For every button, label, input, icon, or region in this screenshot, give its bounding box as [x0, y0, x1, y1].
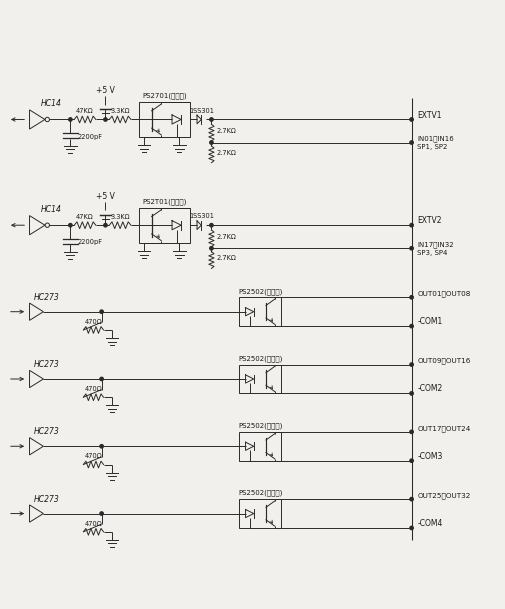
- Text: PS2502(相当品): PS2502(相当品): [237, 355, 282, 362]
- Circle shape: [99, 445, 103, 448]
- Text: 470Ω: 470Ω: [84, 453, 102, 459]
- Circle shape: [210, 224, 213, 227]
- Circle shape: [99, 378, 103, 381]
- Circle shape: [409, 430, 413, 434]
- Text: PS2502(相当品): PS2502(相当品): [237, 288, 282, 295]
- Bar: [238, 499, 281, 528]
- Text: PS2502(相当品): PS2502(相当品): [237, 423, 282, 429]
- Text: 2200pF: 2200pF: [77, 239, 102, 245]
- Circle shape: [69, 118, 72, 121]
- Circle shape: [104, 224, 107, 227]
- Text: OUT09～OUT16: OUT09～OUT16: [417, 357, 470, 364]
- Text: PS2502(相当品): PS2502(相当品): [237, 490, 282, 496]
- Bar: [238, 297, 281, 326]
- Text: +5 V: +5 V: [96, 192, 115, 201]
- Text: HC273: HC273: [33, 495, 59, 504]
- Text: HC273: HC273: [33, 360, 59, 369]
- Text: HC14: HC14: [40, 205, 62, 214]
- Bar: [238, 432, 281, 460]
- Circle shape: [409, 118, 413, 121]
- Text: IN01～IN16: IN01～IN16: [417, 136, 453, 143]
- Text: 47KΩ: 47KΩ: [76, 108, 93, 114]
- Text: HC14: HC14: [40, 99, 62, 108]
- Text: 47KΩ: 47KΩ: [76, 214, 93, 220]
- Text: -COM4: -COM4: [417, 519, 442, 528]
- Circle shape: [99, 512, 103, 515]
- Circle shape: [409, 392, 413, 395]
- Circle shape: [409, 498, 413, 501]
- Text: SP1, SP2: SP1, SP2: [417, 144, 447, 150]
- Text: 2200pF: 2200pF: [77, 134, 102, 139]
- Text: HC273: HC273: [33, 428, 59, 436]
- Text: EXTV2: EXTV2: [417, 216, 441, 225]
- Text: 470Ω: 470Ω: [84, 319, 102, 325]
- Bar: [139, 208, 189, 242]
- Text: 2.7KΩ: 2.7KΩ: [216, 234, 235, 240]
- Text: 2.7KΩ: 2.7KΩ: [216, 128, 235, 134]
- Circle shape: [409, 295, 413, 299]
- Text: PS2T01(相当品): PS2T01(相当品): [142, 198, 186, 205]
- Text: EXTV1: EXTV1: [417, 111, 441, 119]
- Circle shape: [210, 141, 213, 144]
- Text: OUT01～OUT08: OUT01～OUT08: [417, 290, 470, 297]
- Text: -COM2: -COM2: [417, 384, 442, 393]
- Text: 470Ω: 470Ω: [84, 386, 102, 392]
- Circle shape: [409, 247, 413, 250]
- Text: 470Ω: 470Ω: [84, 521, 102, 527]
- Text: +5 V: +5 V: [96, 86, 115, 95]
- Text: 2.7KΩ: 2.7KΩ: [216, 150, 235, 155]
- Text: HC273: HC273: [33, 293, 59, 301]
- Circle shape: [104, 118, 107, 121]
- Circle shape: [409, 526, 413, 530]
- Bar: [238, 365, 281, 393]
- Bar: [139, 102, 189, 137]
- Text: 3.3KΩ: 3.3KΩ: [110, 108, 129, 114]
- Text: 1SS301: 1SS301: [188, 214, 213, 219]
- Text: IN17～IN32: IN17～IN32: [417, 241, 453, 248]
- Circle shape: [210, 247, 213, 250]
- Text: 2.7KΩ: 2.7KΩ: [216, 255, 235, 261]
- Circle shape: [99, 310, 103, 314]
- Text: -COM1: -COM1: [417, 317, 442, 326]
- Text: 1SS301: 1SS301: [188, 108, 213, 114]
- Circle shape: [69, 224, 72, 227]
- Text: SP3, SP4: SP3, SP4: [417, 250, 447, 256]
- Circle shape: [210, 118, 213, 121]
- Circle shape: [409, 325, 413, 328]
- Circle shape: [409, 459, 413, 462]
- Circle shape: [409, 224, 413, 227]
- Text: OUT25～OUT32: OUT25～OUT32: [417, 492, 470, 499]
- Text: OUT17～OUT24: OUT17～OUT24: [417, 425, 470, 432]
- Text: -COM3: -COM3: [417, 452, 442, 461]
- Circle shape: [409, 363, 413, 366]
- Circle shape: [409, 141, 413, 144]
- Text: 3.3KΩ: 3.3KΩ: [110, 214, 129, 220]
- Text: PS2701(相当品): PS2701(相当品): [142, 93, 186, 99]
